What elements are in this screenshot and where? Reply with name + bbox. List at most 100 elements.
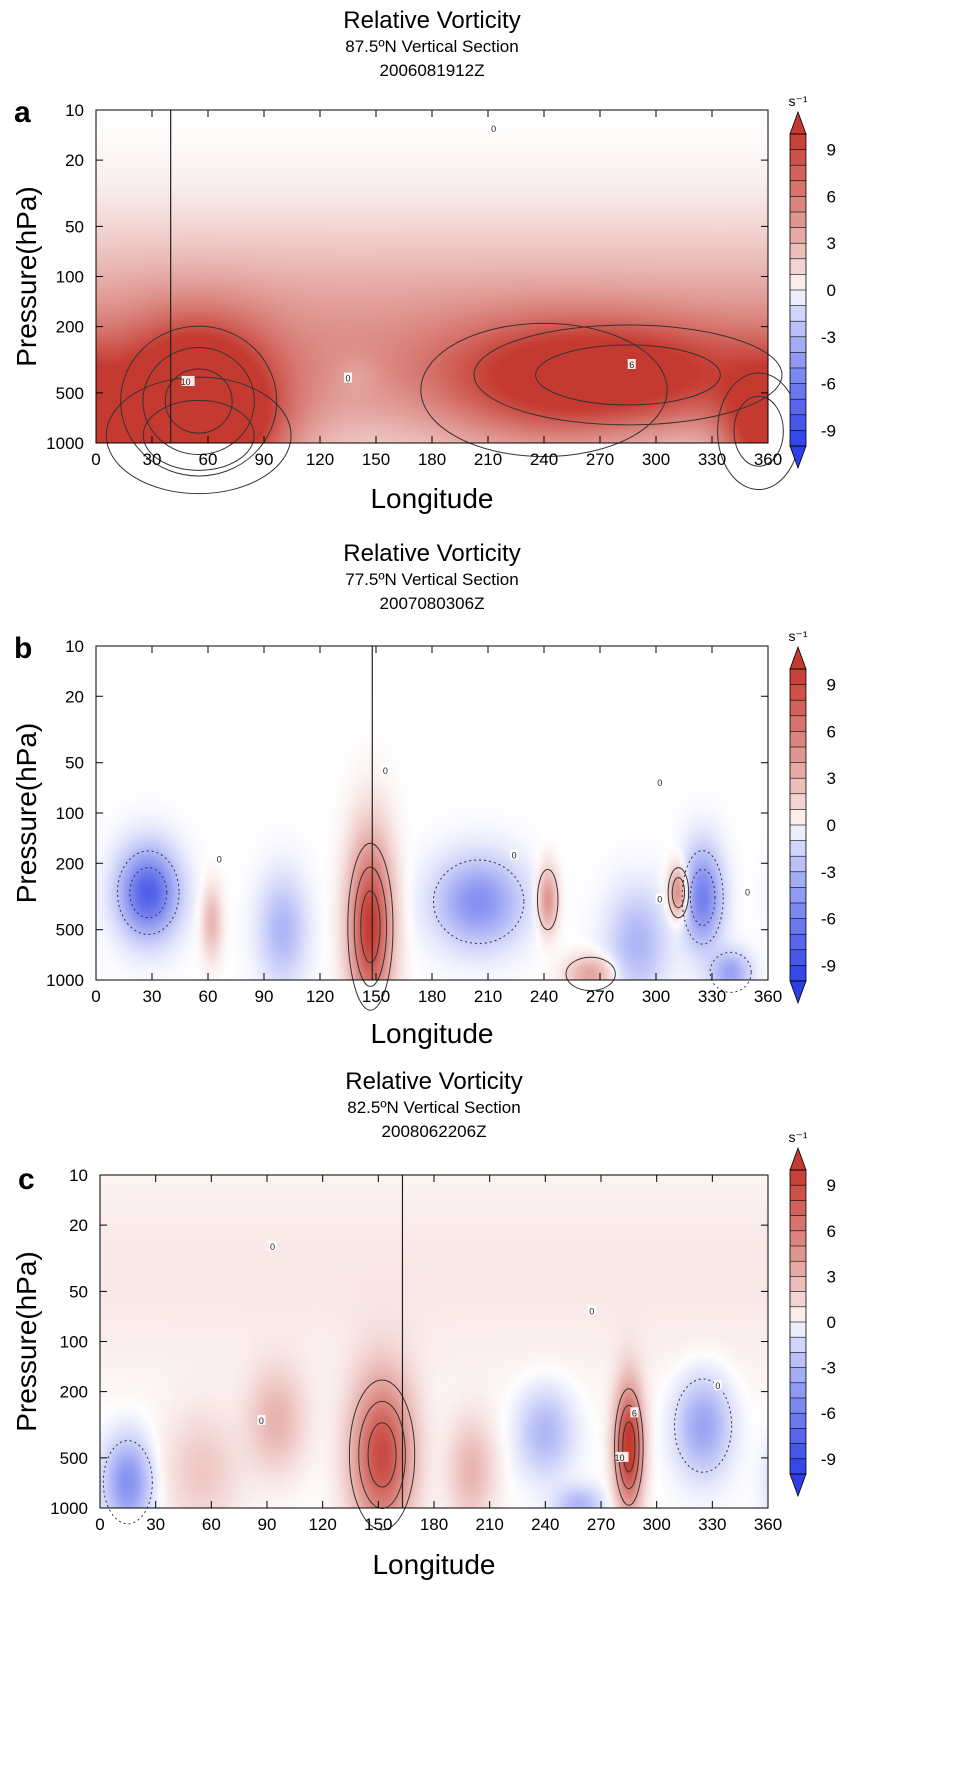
colorbar-tick-label: 3 <box>827 234 836 253</box>
colorbar-tick-label: 0 <box>827 1313 836 1332</box>
colorbar-cell <box>790 352 806 369</box>
colorbar-tick-label: 6 <box>827 187 836 206</box>
colorbar-cell <box>790 1443 806 1460</box>
y-tick-label: 200 <box>56 854 84 873</box>
colorbar-cell <box>790 134 806 151</box>
contour-label: 0 <box>657 895 662 905</box>
contour-label: 0 <box>745 888 750 898</box>
x-tick-label: 330 <box>698 1515 726 1534</box>
colorbar-cell <box>790 840 806 857</box>
x-tick-label: 0 <box>91 987 100 1006</box>
colorbar-cell <box>790 227 806 244</box>
colorbar-tick-label: 6 <box>827 1222 836 1241</box>
x-tick-label: 300 <box>642 450 670 469</box>
contour-line <box>681 850 724 945</box>
colorbar-min-arrow <box>789 1473 807 1498</box>
colorbar: s⁻¹ 9 6 3 0 -3 -6 -9 <box>788 1129 836 1498</box>
contour-label-bg <box>181 375 195 386</box>
contour-label: 0 <box>589 1306 594 1316</box>
contour-label-bg <box>344 372 352 383</box>
contour-line <box>667 867 690 919</box>
panel-a: Relative Vorticity 87.5ºN Vertical Sectio… <box>11 7 836 514</box>
contour-line <box>473 324 783 426</box>
chart-title: Relative Vorticity <box>343 7 520 34</box>
colorbar-max-arrow <box>789 645 807 670</box>
colorbar-cell <box>790 305 806 322</box>
colorbar-cell <box>790 212 806 229</box>
x-tick-label: 330 <box>698 450 726 469</box>
chart-title: Relative Vorticity <box>343 540 520 567</box>
contour-label: 0 <box>345 374 350 384</box>
x-tick-label: 180 <box>420 1515 448 1534</box>
x-tick-label: 60 <box>199 987 218 1006</box>
y-tick-label: 100 <box>56 268 84 287</box>
y-tick-label: 500 <box>56 921 84 940</box>
contour-label: 0 <box>491 124 496 134</box>
contour-label: 0 <box>259 1416 264 1426</box>
colorbar-cell <box>790 336 806 353</box>
colorbar-tick-label: 3 <box>827 1267 836 1286</box>
colorbar-cell <box>790 165 806 182</box>
contour-label: 10 <box>615 1453 625 1463</box>
colorbar-tick-label: 6 <box>827 722 836 741</box>
x-tick-label: 120 <box>306 987 334 1006</box>
colorbar-cell <box>790 1215 806 1232</box>
contour-label: 6 <box>632 1408 637 1418</box>
colorbar: s⁻¹ 9 6 3 0 -3 -6 -9 <box>788 628 836 1005</box>
colorbar-cell <box>790 778 806 795</box>
x-tick-label: 210 <box>475 1515 503 1534</box>
colorbar-cell <box>790 149 806 166</box>
y-tick-label: 1000 <box>50 1499 88 1518</box>
colorbar-cell <box>790 762 806 779</box>
colorbar-cell <box>790 747 806 764</box>
contour-label-bg <box>655 893 664 904</box>
x-tick-label: 270 <box>586 450 614 469</box>
x-axis-label: Longitude <box>370 483 493 514</box>
chart-time-label: 2007080306Z <box>380 594 485 613</box>
contour-label: 0 <box>715 1381 720 1391</box>
y-tick-label: 100 <box>60 1333 88 1352</box>
y-axis-label: Pressure(hPa) <box>11 1251 42 1432</box>
contour-label-bg <box>510 849 519 860</box>
x-axis-label: Longitude <box>372 1549 495 1580</box>
x-tick-label: 330 <box>698 987 726 1006</box>
x-tick-label: 360 <box>754 450 782 469</box>
y-tick-label: 100 <box>56 804 84 823</box>
colorbar-cell <box>790 274 806 291</box>
x-tick-label: 150 <box>362 450 390 469</box>
panel-c: Relative Vorticity 82.5ºN Vertical Sectio… <box>11 1068 836 1580</box>
colorbar-cell <box>790 700 806 717</box>
chart-subtitle: 82.5ºN Vertical Section <box>347 1098 520 1117</box>
contour-line <box>120 325 278 477</box>
x-tick-label: 150 <box>364 1515 392 1534</box>
contour-line <box>367 1422 397 1488</box>
contour-line <box>622 1421 636 1473</box>
colorbar-tick-label: 0 <box>827 816 836 835</box>
colorbar-cell <box>790 965 806 982</box>
x-tick-label: 30 <box>143 987 162 1006</box>
chart-time-label: 2006081912Z <box>380 61 485 80</box>
colorbar-tick-label: -3 <box>821 1359 836 1378</box>
colorbar-frame <box>789 1169 807 1475</box>
x-tick-label: 60 <box>199 450 218 469</box>
colorbar-cell <box>790 669 806 686</box>
contour-label: 6 <box>629 360 634 370</box>
y-tick-label: 20 <box>69 1216 88 1235</box>
colorbar-cell <box>790 1322 806 1338</box>
contour-line <box>142 347 255 456</box>
colorbar-tick-label: 3 <box>827 769 836 788</box>
colorbar-cell <box>790 934 806 951</box>
colorbar-cell <box>790 1170 806 1186</box>
colorbar-cell <box>790 1413 806 1429</box>
colorbar-tick-label: 9 <box>827 676 836 695</box>
contour-line <box>536 869 559 931</box>
x-tick-label: 60 <box>202 1515 221 1534</box>
colorbar-tick-label: 0 <box>827 281 836 300</box>
chart-subtitle: 77.5ºN Vertical Section <box>345 570 518 589</box>
colorbar-cell <box>790 903 806 920</box>
y-tick-label: 500 <box>60 1449 88 1468</box>
x-tick-label: 360 <box>754 987 782 1006</box>
colorbar-cell <box>790 1230 806 1247</box>
contour-label-bg <box>655 776 664 787</box>
